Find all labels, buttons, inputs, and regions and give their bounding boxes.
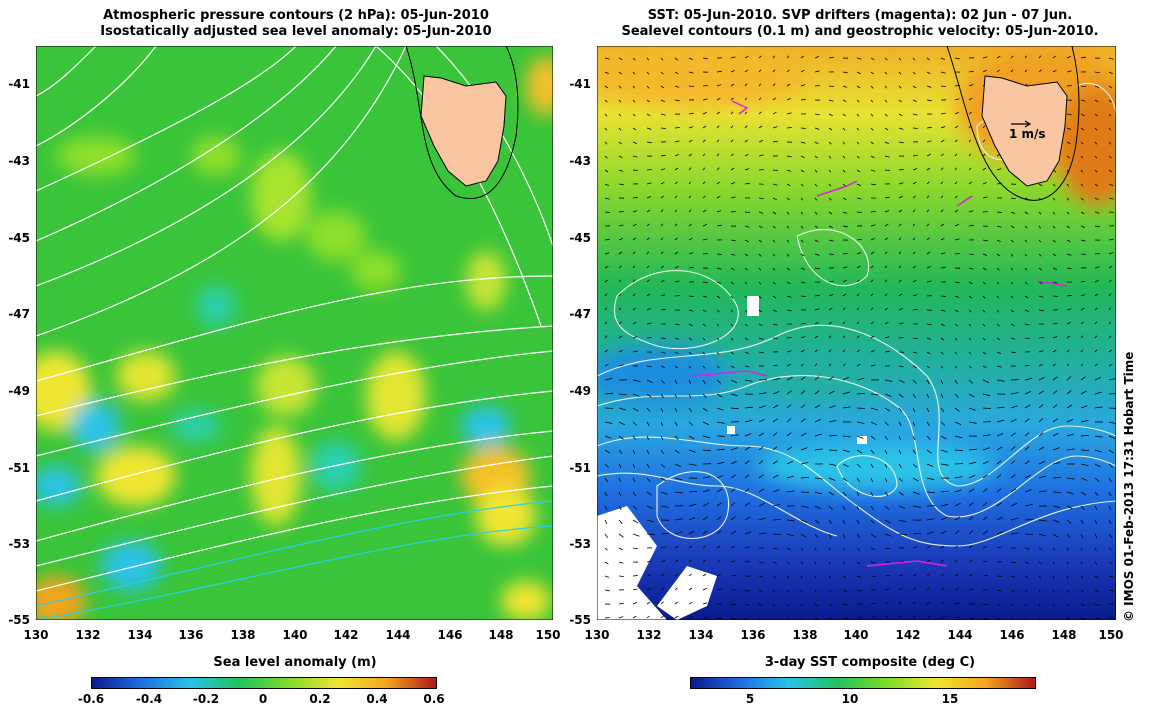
left-xtick-3: 136 [178, 628, 204, 642]
right-xtick-5: 140 [843, 628, 869, 642]
left-ytick-1: -43 [8, 154, 30, 168]
right-xtick-10: 150 [1098, 628, 1124, 642]
right-xtick-0: 130 [584, 628, 610, 642]
left-ytick-2: -45 [8, 231, 30, 245]
velocity-scale-label: 1 m/s [1009, 127, 1046, 141]
right-cbtick-0: 5 [745, 692, 755, 706]
left-ytick-0: -41 [8, 77, 30, 91]
left-cbtick-0: -0.6 [77, 692, 105, 706]
tasmania-land [420, 75, 507, 187]
left-xtick-8: 146 [437, 628, 463, 642]
left-ytick-4: -49 [8, 384, 30, 398]
right-ytick-5: -51 [569, 461, 591, 475]
left-title: Atmospheric pressure contours (2 hPa): 0… [36, 8, 556, 40]
left-colorbar-title: Sea level anomaly (m) [213, 655, 377, 670]
right-xtick-7: 144 [947, 628, 973, 642]
imos-credit: © IMOS 01-Feb-2013 17:31 Hobart Time [1122, 351, 1136, 622]
right-title: SST: 05-Jun-2010. SVP drifters (magenta)… [580, 8, 1140, 40]
right-xtick-8: 146 [999, 628, 1025, 642]
right-xtick-3: 136 [740, 628, 766, 642]
right-cbtick-1: 10 [841, 692, 859, 706]
left-xtick-4: 138 [230, 628, 256, 642]
left-xtick-1: 132 [75, 628, 101, 642]
left-cbtick-6: 0.6 [423, 692, 445, 706]
right-ytick-3: -47 [569, 307, 591, 321]
right-cbtick-2: 15 [941, 692, 959, 706]
bathymetry-contour [946, 46, 1080, 201]
sla-field [36, 56, 553, 620]
right-colorbar-title: 3-day SST composite (deg C) [764, 655, 976, 670]
right-xtick-2: 134 [688, 628, 714, 642]
right-colorbar [690, 677, 1036, 689]
pressure-contours-low [36, 500, 553, 620]
right-ytick-0: -41 [569, 77, 591, 91]
left-ytick-6: -53 [8, 537, 30, 551]
right-ytick-7: -55 [569, 613, 591, 627]
right-xtick-6: 142 [895, 628, 921, 642]
sst-map: 1 m/s [597, 46, 1116, 620]
left-ytick-3: -47 [8, 307, 30, 321]
left-colorbar [91, 677, 437, 689]
left-xtick-10: 150 [535, 628, 561, 642]
right-ytick-1: -43 [569, 154, 591, 168]
right-xtick-9: 148 [1051, 628, 1077, 642]
right-ytick-2: -45 [569, 231, 591, 245]
left-cbtick-1: -0.4 [135, 692, 163, 706]
left-xtick-9: 148 [488, 628, 514, 642]
tasmania-land [981, 75, 1068, 187]
left-cbtick-4: 0.2 [309, 692, 331, 706]
bathymetry-contour [405, 46, 519, 199]
left-ytick-5: -51 [8, 461, 30, 475]
right-ytick-4: -49 [569, 384, 591, 398]
left-xtick-2: 134 [127, 628, 153, 642]
right-xtick-1: 132 [636, 628, 662, 642]
left-title-line2: Isostatically adjusted sea level anomaly… [100, 24, 492, 39]
sea-level-anomaly-map [36, 46, 553, 620]
cloud-mask [597, 296, 867, 620]
pressure-contours [36, 46, 553, 592]
left-ytick-7: -55 [8, 613, 30, 627]
left-xtick-7: 144 [385, 628, 411, 642]
right-title-line2: Sealevel contours (0.1 m) and geostrophi… [621, 24, 1099, 39]
right-title-line1: SST: 05-Jun-2010. SVP drifters (magenta)… [647, 8, 1073, 23]
right-xtick-4: 138 [792, 628, 818, 642]
left-cbtick-3: 0 [258, 692, 268, 706]
left-xtick-6: 142 [333, 628, 359, 642]
left-title-line1: Atmospheric pressure contours (2 hPa): 0… [103, 8, 489, 23]
left-cbtick-5: 0.4 [366, 692, 388, 706]
svp-drifter-tracks [691, 100, 1068, 567]
left-xtick-0: 130 [23, 628, 49, 642]
right-ytick-6: -53 [569, 537, 591, 551]
left-cbtick-2: -0.2 [192, 692, 220, 706]
left-xtick-5: 140 [282, 628, 308, 642]
